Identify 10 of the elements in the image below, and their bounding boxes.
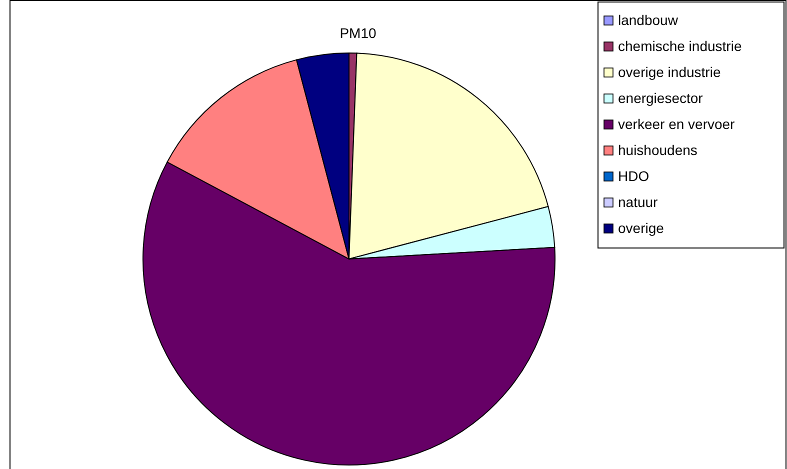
legend-label: overige	[618, 220, 664, 236]
legend-label: verkeer en vervoer	[618, 116, 736, 132]
legend-label: energiesector	[618, 90, 704, 106]
legend-label: landbouw	[618, 12, 679, 28]
legend-label: natuur	[618, 194, 658, 210]
legend-label: huishoudens	[618, 142, 698, 158]
text: PM10	[340, 25, 376, 41]
legend-label: HDO	[618, 168, 650, 184]
legend-label: overige industrie	[618, 64, 721, 80]
legend-label: chemische industrie	[618, 38, 742, 54]
